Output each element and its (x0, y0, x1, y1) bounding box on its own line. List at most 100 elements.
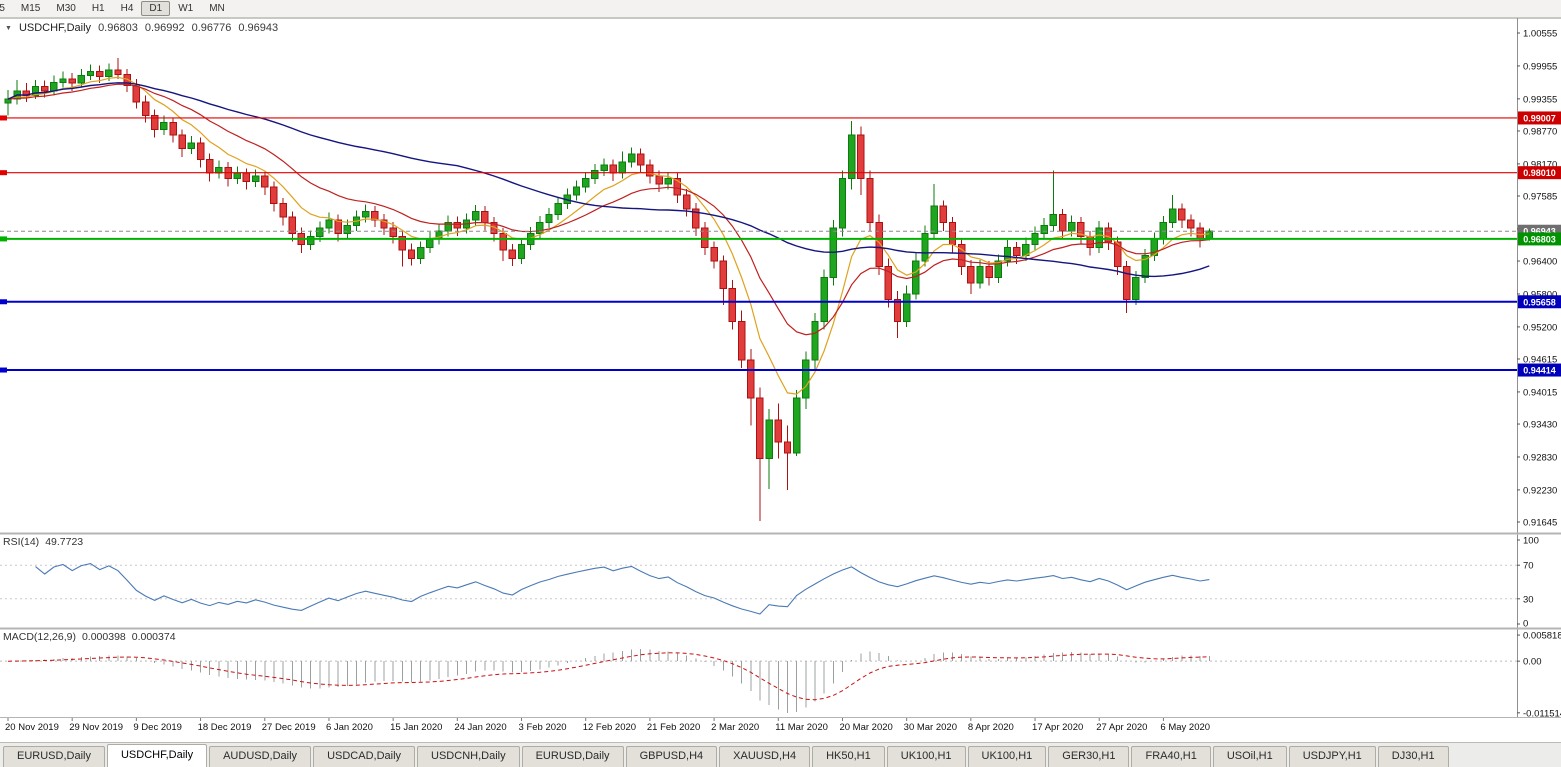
chart-tab-dj30-h1[interactable]: DJ30,H1 (1377, 746, 1449, 767)
candle (545, 213, 553, 224)
rsi-value: 49.7723 (45, 536, 84, 548)
candle (40, 86, 49, 92)
time-axis[interactable]: 20 Nov 2019 29 Nov 2019 9 Dec 2019 18 Dec 2… (5, 718, 1210, 733)
chart-tab-gbpusd-h4[interactable]: GBPUSD,H4 (625, 746, 718, 767)
timeframe-button-d1[interactable]: D1 (141, 1, 171, 16)
candle (866, 178, 874, 224)
candle (921, 233, 929, 262)
svg-text:0.99955: 0.99955 (1523, 61, 1557, 72)
price-axis[interactable]: 1.00555 0.99955 0.99355 0.98770 0.98170 0.975… (1517, 29, 1557, 529)
candle (737, 320, 746, 361)
timeframe-button-mn[interactable]: MN (209, 3, 225, 14)
candle (664, 178, 672, 185)
candle (31, 86, 40, 96)
candle (1168, 208, 1177, 224)
candle (416, 246, 425, 259)
candle (948, 222, 957, 246)
chart-tab-xauusd-h4[interactable]: XAUUSD,H4 (719, 746, 811, 767)
candle (1123, 266, 1131, 300)
svg-text:0.94015: 0.94015 (1523, 387, 1557, 398)
candle (783, 441, 792, 454)
svg-text:24 Jan 2020: 24 Jan 2020 (454, 722, 506, 733)
candle (536, 222, 544, 235)
timeframe-button-h4[interactable]: H4 (120, 3, 134, 14)
candle (242, 172, 251, 182)
timeframe-button-h1[interactable]: H1 (91, 3, 105, 14)
candle (591, 169, 599, 180)
svg-text:6 May 2020: 6 May 2020 (1160, 722, 1210, 733)
support-line-1-marker (0, 299, 7, 305)
rsi-line (35, 563, 1210, 615)
timeframe-button-w1[interactable]: W1 (178, 3, 194, 14)
candle (361, 211, 370, 218)
candle (884, 266, 893, 300)
svg-text:21 Feb 2020: 21 Feb 2020 (647, 722, 700, 733)
candle (1104, 227, 1113, 243)
ohlc-low-value: 0.96776 (191, 22, 232, 34)
candle (820, 277, 828, 322)
chart-tab-hk50-h1[interactable]: HK50,H1 (812, 746, 885, 767)
candle (151, 115, 159, 130)
svg-text:0.92830: 0.92830 (1523, 452, 1557, 463)
candle (747, 359, 755, 399)
candle (765, 419, 773, 460)
candle (1141, 255, 1149, 278)
svg-text:27 Apr 2020: 27 Apr 2020 (1096, 722, 1147, 733)
svg-text:6 Jan 2020: 6 Jan 2020 (326, 722, 373, 733)
chart-tab-ger30-h1[interactable]: GER30,H1 (1048, 746, 1130, 767)
svg-text:3 Feb 2020: 3 Feb 2020 (519, 722, 567, 733)
chart-canvas[interactable]: 1.00555 0.99955 0.99355 0.98770 0.98170 0.975… (0, 0, 1561, 738)
candle (178, 134, 186, 150)
chart-tab-usdchf-daily[interactable]: USDCHF,Daily (106, 744, 208, 767)
chart-tab-eurusd-daily[interactable]: EURUSD,Daily (521, 746, 624, 767)
svg-text:29 Nov 2019: 29 Nov 2019 (69, 722, 123, 733)
open-price-line-marker (0, 236, 7, 242)
chart-tab-usdjpy-h1[interactable]: USDJPY,H1 (1288, 746, 1376, 767)
chart-tab-uk100-h1[interactable]: UK100,H1 (967, 746, 1047, 767)
candle (802, 359, 810, 399)
candle (261, 175, 269, 188)
candle (838, 178, 847, 229)
candle (756, 397, 764, 460)
candle (1086, 235, 1094, 248)
timeframe-button-m15[interactable]: M15 (20, 3, 41, 14)
chart-tab-usdcad-daily[interactable]: USDCAD,Daily (313, 746, 416, 767)
candle (471, 211, 480, 221)
price-badge (1518, 363, 1561, 377)
svg-text:20 Nov 2019: 20 Nov 2019 (5, 722, 59, 733)
svg-text:1.00555: 1.00555 (1523, 29, 1557, 40)
svg-text:18 Dec 2019: 18 Dec 2019 (198, 722, 252, 733)
price-badge (1518, 166, 1561, 180)
candle (68, 78, 76, 84)
candle (325, 219, 333, 229)
candle (389, 227, 397, 237)
ma-mid-line (7, 83, 1210, 336)
chart-tab-eurusd-daily[interactable]: EURUSD,Daily (3, 746, 105, 767)
chart-tab-usdcnh-daily[interactable]: USDCNH,Daily (417, 746, 520, 767)
candle (196, 142, 205, 161)
resistance-line-2-marker (0, 170, 7, 176)
timeframe-button-m30[interactable]: M30 (56, 3, 76, 14)
rsi-panel: 100 70 30 0 (0, 536, 1539, 630)
svg-text:12 Feb 2020: 12 Feb 2020 (583, 722, 636, 733)
chart-tab-usoil-h1[interactable]: USOil,H1 (1212, 746, 1287, 767)
candle (334, 219, 342, 235)
candle (655, 175, 663, 185)
candle (1132, 277, 1140, 300)
timeframe-button-m5[interactable]: M5 (0, 1, 13, 16)
svg-text:0.95200: 0.95200 (1523, 322, 1557, 333)
candle (1003, 246, 1012, 262)
candle (4, 98, 12, 104)
chart-tab-uk100-h1[interactable]: UK100,H1 (886, 746, 966, 767)
chart-tab-audusd-daily[interactable]: AUDUSD,Daily (209, 746, 312, 767)
candle (719, 260, 727, 289)
candle (105, 69, 113, 78)
chart-tab-fra40-h1[interactable]: FRA40,H1 (1131, 746, 1211, 767)
resistance-line-1-marker (0, 115, 7, 121)
candle (902, 293, 911, 322)
collapse-triangle-icon[interactable]: ▼ (5, 24, 12, 32)
macd-name: MACD(12,26,9) (3, 631, 76, 643)
svg-text:0.96803: 0.96803 (1523, 234, 1556, 244)
candle (453, 222, 462, 229)
